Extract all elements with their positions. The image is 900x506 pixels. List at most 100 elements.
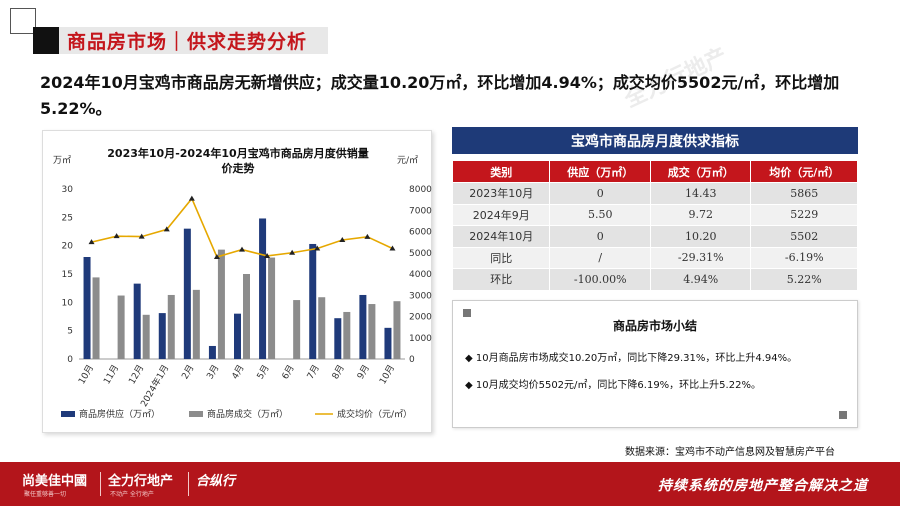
bar-sold <box>318 297 326 359</box>
bar-sold <box>393 301 401 359</box>
table-cell: 5229 <box>750 203 858 226</box>
bar-sold <box>293 300 301 359</box>
price-marker <box>239 246 245 252</box>
legend-swatch-supply <box>61 411 75 417</box>
bar-sold <box>243 274 250 359</box>
divider <box>188 472 189 496</box>
x-tick-label: 6月 <box>280 363 297 381</box>
summary-bullet: ◆ 10月商品房市场成交10.20万㎡，同比下降29.31%，环比上升4.94%… <box>465 353 798 364</box>
bar-supply <box>133 283 141 359</box>
summary-box: 商品房市场小结 ◆ 10月商品房市场成交10.20万㎡，同比下降29.31%，环… <box>452 300 858 428</box>
price-marker <box>138 233 145 239</box>
bar-supply <box>208 345 216 359</box>
y-tick-right: 0 <box>409 355 415 365</box>
y-tick-left: 0 <box>67 355 73 365</box>
legend-label-price: 成交均价（元/㎡） <box>337 408 412 420</box>
table-cell: 0 <box>549 225 651 248</box>
price-marker <box>264 252 271 258</box>
y-tick-right: 2000 <box>409 313 432 323</box>
price-marker <box>113 233 120 239</box>
price-marker <box>163 226 170 232</box>
y-tick-left: 25 <box>62 213 73 223</box>
bar-supply <box>259 218 267 359</box>
footer-slogan: 持续系统的房地产整合解决之道 <box>658 478 868 494</box>
table-header-cell: 成交（万㎡） <box>649 160 752 183</box>
chart-card: 2023年10月-2024年10月宝鸡市商品房月度供销量 价走势 万㎡ 元/㎡ 0 5 10… <box>42 130 432 433</box>
table-row: 2023年10月 0 14.43 5865 <box>451 182 858 205</box>
y-tick-left: 30 <box>62 185 74 195</box>
legend-label-sold: 商品房成交（万㎡） <box>207 408 288 420</box>
legend-swatch-sold <box>189 411 203 417</box>
price-marker <box>339 237 346 242</box>
x-tick-label: 8月 <box>330 363 347 381</box>
chart-title: 2023年10月-2024年10月宝鸡市商品房月度供销量 <box>107 146 368 160</box>
table-row: 环比 -100.00% 4.94% 5.22% <box>451 268 858 291</box>
x-tick-label: 7月 <box>305 363 322 381</box>
y-tick-left: 15 <box>62 270 73 280</box>
price-marker <box>188 195 195 201</box>
table-row: 2024年9月 5.50 9.72 5229 <box>451 203 858 226</box>
decor-square <box>839 411 847 419</box>
y-axis-left-unit: 万㎡ <box>53 155 71 166</box>
bar-sold <box>268 257 276 359</box>
y-axis-right-unit: 元/㎡ <box>397 155 418 166</box>
table-cell: 5502 <box>750 225 858 248</box>
brand-logo-2: 全力行地产 <box>108 474 174 489</box>
table-cell: 14.43 <box>649 182 752 205</box>
bar-sold <box>217 249 225 359</box>
bar-supply <box>334 318 342 359</box>
y-tick-right: 3000 <box>409 291 432 301</box>
header-block <box>33 27 59 54</box>
x-tick-label: 12月 <box>127 363 147 386</box>
brand-logo-1: 尚美佳中國 <box>22 474 88 489</box>
bar-sold <box>117 295 125 359</box>
table-cell: 0 <box>549 182 651 205</box>
indicator-table: 类别 供应（万㎡） 成交（万㎡） 均价（元/㎡） 2023年10月 0 14.43 5865… <box>451 160 858 291</box>
table-cell: 10.20 <box>649 225 752 248</box>
y-tick-right: 5000 <box>409 249 432 259</box>
y-tick-left: 5 <box>67 327 73 337</box>
headline: 2024年10月宝鸡市商品房无新增供应；成交量10.20万㎡，环比增加4.94%… <box>40 73 840 118</box>
y-tick-right: 1000 <box>409 334 432 344</box>
row-label: 环比 <box>451 268 551 291</box>
bar-supply <box>309 243 317 359</box>
data-source: 数据来源：宝鸡市不动产信息网及智慧房产平台 <box>625 447 835 458</box>
price-marker <box>289 249 296 255</box>
y-tick-left: 20 <box>62 242 74 252</box>
x-tick-label: 10月 <box>76 363 96 386</box>
price-marker <box>213 254 220 259</box>
table-cell: -29.31% <box>649 246 752 269</box>
row-label: 2023年10月 <box>451 182 551 205</box>
table-row: 2024年10月 0 10.20 5502 <box>451 225 858 248</box>
decor-square <box>463 309 471 317</box>
x-tick-label: 2月 <box>180 363 197 381</box>
legend-label-supply: 商品房供应（万㎡） <box>79 408 160 420</box>
bar-supply <box>158 313 166 359</box>
table-cell: 5865 <box>750 182 858 205</box>
x-tick-label: 11月 <box>101 363 121 386</box>
x-tick-label: 4月 <box>230 363 247 381</box>
corner-decoration <box>10 8 36 34</box>
row-label: 2024年10月 <box>451 225 551 248</box>
bar-sold <box>192 289 200 359</box>
bar-sold <box>368 304 376 359</box>
divider <box>100 472 101 496</box>
table-cell: 5.22% <box>750 268 858 291</box>
x-tick-label: 5月 <box>255 363 272 381</box>
row-label: 同比 <box>451 246 551 269</box>
table-cell: -6.19% <box>750 246 858 269</box>
table-cell: 4.94% <box>649 268 752 291</box>
table-cell: / <box>549 246 651 269</box>
bar-supply <box>183 228 191 359</box>
price-marker <box>88 239 95 245</box>
y-tick-right: 4000 <box>409 270 432 280</box>
table-cell: -100.00% <box>549 268 651 291</box>
table-header-cell: 类别 <box>451 160 551 183</box>
table-cell: 5.50 <box>549 203 651 226</box>
price-marker <box>314 245 321 251</box>
table-header-cell: 均价（元/㎡） <box>750 160 858 183</box>
x-tick-label: 3月 <box>205 363 222 381</box>
bar-supply <box>384 327 392 359</box>
table-cell: 9.72 <box>649 203 752 226</box>
